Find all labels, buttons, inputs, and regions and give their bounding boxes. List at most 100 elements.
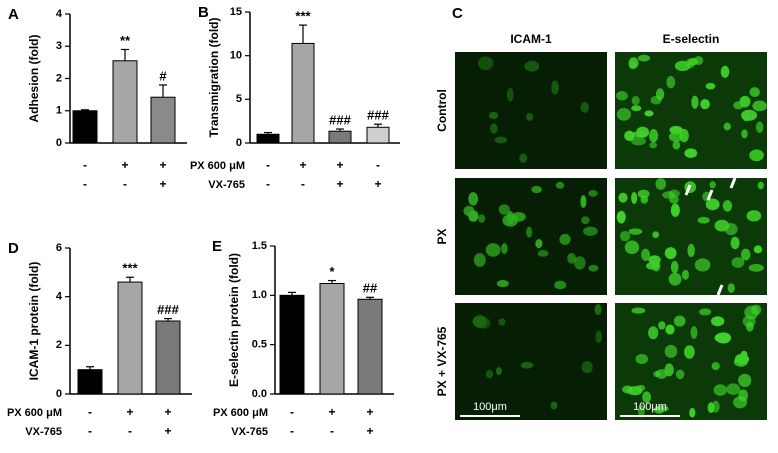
y-axis-label: Adhesion (fold): [27, 35, 41, 123]
micrograph: [455, 52, 607, 169]
cell: [666, 76, 676, 89]
cell: [622, 385, 633, 394]
cell: [707, 402, 715, 414]
cell: [631, 307, 646, 314]
cell: [739, 95, 751, 108]
cell: [496, 280, 509, 288]
significance-label: #: [159, 68, 167, 83]
cell: [700, 98, 710, 110]
cell: [673, 315, 686, 327]
cell: [635, 384, 646, 392]
y-axis-label: ICAM-1 protein (fold): [27, 262, 41, 381]
cell: [655, 178, 666, 190]
treatment-sign: -: [290, 405, 294, 419]
cell: [644, 110, 654, 117]
significance-label: ***: [295, 9, 311, 24]
y-tick-label: 1.5: [252, 240, 267, 252]
cell: [749, 87, 760, 98]
cell: [749, 149, 764, 162]
y-tick-label: 0: [56, 137, 62, 149]
cell: [554, 280, 567, 290]
cell: [687, 243, 695, 258]
y-tick-label: 2: [56, 72, 62, 84]
cell: [619, 230, 631, 242]
cell: [559, 233, 571, 245]
cell: [624, 240, 640, 255]
cell: [734, 353, 750, 365]
cell: [674, 60, 691, 72]
treatment-sign: +: [299, 158, 306, 172]
cell: [669, 125, 683, 135]
cell: [727, 283, 735, 293]
cell: [519, 153, 528, 164]
cell: [476, 317, 491, 329]
cell: [726, 383, 741, 395]
cell: [662, 191, 676, 199]
treatment-sign: -: [83, 177, 87, 191]
cell: [653, 370, 661, 378]
treatment-sign: +: [366, 424, 373, 438]
cell: [511, 211, 526, 222]
arrow: [684, 184, 692, 196]
cell: [535, 238, 543, 249]
panel-label: E: [212, 238, 222, 255]
cell: [658, 321, 666, 330]
cell: [473, 253, 486, 267]
cell: [664, 344, 678, 358]
significance-label: ###: [367, 108, 389, 123]
cell: [748, 263, 764, 272]
bar: [117, 281, 143, 395]
scale-bar-label: 100μm: [473, 401, 507, 413]
cell: [705, 82, 716, 90]
treatment-sign: -: [128, 424, 132, 438]
cell: [672, 140, 681, 150]
row-label: VX-765: [208, 179, 245, 191]
cell: [641, 248, 651, 261]
cell: [670, 260, 679, 274]
y-tick-label: 0.0: [252, 388, 267, 400]
cell: [494, 136, 508, 144]
treatment-sign: +: [164, 424, 171, 438]
row-label: Control: [435, 89, 449, 132]
significance-label: *: [329, 264, 335, 279]
cell: [738, 373, 752, 388]
cell: [684, 148, 698, 159]
cell: [675, 369, 685, 380]
cell: [649, 142, 658, 149]
cell: [689, 407, 696, 418]
bar: [72, 110, 98, 144]
cell: [670, 203, 680, 217]
cell: [710, 316, 725, 327]
cell: [699, 308, 712, 316]
cell: [478, 214, 486, 223]
treatment-sign: -: [88, 424, 92, 438]
y-axis-label: Transmigration (fold): [207, 17, 221, 137]
bar: [319, 282, 345, 395]
cell: [637, 189, 650, 199]
cell: [498, 204, 510, 215]
y-tick-label: 10: [230, 50, 242, 62]
cell: [477, 56, 494, 71]
cell: [740, 248, 751, 261]
bar: [77, 369, 103, 395]
treatment-sign: +: [328, 405, 335, 419]
cell: [637, 54, 651, 62]
cell: [463, 205, 475, 217]
treatment-sign: +: [374, 177, 381, 191]
cell: [653, 406, 665, 414]
treatment-sign: -: [301, 177, 305, 191]
cell: [711, 362, 720, 371]
row-label: PX: [435, 228, 449, 244]
treatment-sign: -: [83, 158, 87, 172]
y-axis-label: E-selectin protein (fold): [227, 253, 241, 387]
panel-label: C: [452, 5, 463, 22]
bar: [357, 298, 383, 395]
cell: [714, 332, 731, 343]
micrograph: [615, 52, 768, 169]
cell: [488, 111, 499, 120]
cell: [550, 401, 558, 410]
cell: [616, 91, 628, 101]
cell: [688, 57, 698, 66]
cell: [648, 326, 659, 340]
